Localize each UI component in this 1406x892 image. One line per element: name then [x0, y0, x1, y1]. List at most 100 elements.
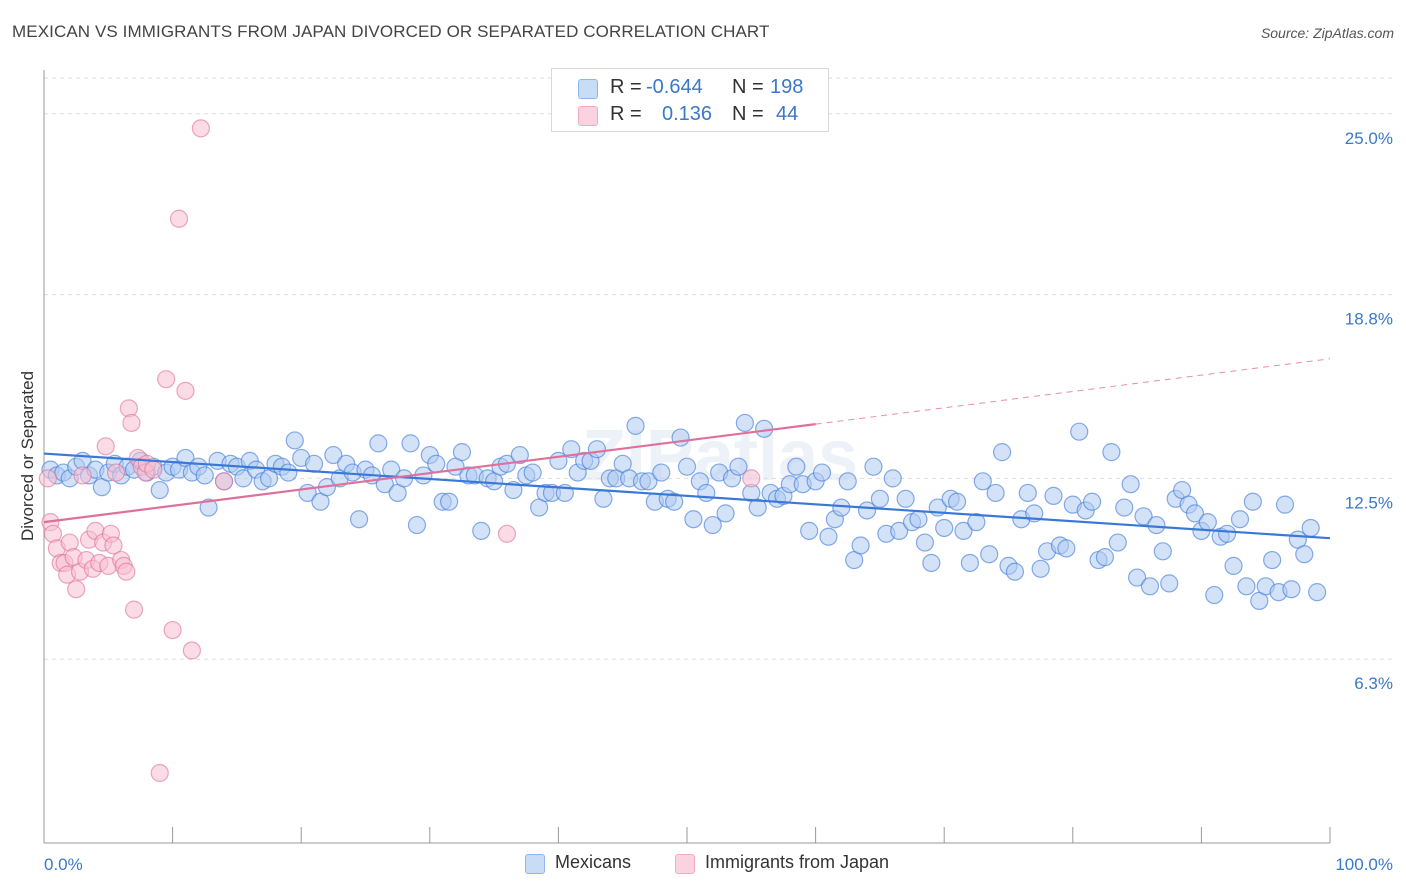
- chart-source: Source: ZipAtlas.com: [1260, 25, 1394, 41]
- point-mexicans: [1121, 475, 1140, 494]
- point-mexicans: [671, 428, 690, 447]
- point-japan: [191, 119, 210, 138]
- point-mexicans: [954, 521, 973, 540]
- point-mexicans: [1185, 504, 1205, 523]
- point-japan: [104, 536, 123, 555]
- legend-n-label: N =: [732, 103, 764, 125]
- point-mexicans: [1018, 483, 1037, 503]
- point-mexicans: [1005, 562, 1025, 581]
- trend-line-japan-extension: [815, 358, 1331, 425]
- point-mexicans: [935, 518, 954, 538]
- point-japan: [176, 381, 195, 400]
- point-mexicans: [838, 472, 857, 491]
- point-mexicans: [234, 469, 253, 488]
- point-mexicans: [523, 463, 542, 482]
- point-mexicans: [909, 510, 928, 529]
- point-mexicans: [1095, 548, 1115, 567]
- point-mexicans: [1308, 583, 1327, 602]
- point-mexicans: [800, 521, 819, 540]
- point-mexicans: [1275, 495, 1295, 514]
- y-axis-label: Divorced or Separated: [18, 371, 37, 541]
- point-japan: [163, 620, 182, 640]
- point-mexicans: [1301, 518, 1320, 538]
- point-mexicans: [1224, 556, 1243, 575]
- point-mexicans: [870, 489, 890, 508]
- point-mexicans: [472, 521, 491, 540]
- point-mexicans: [986, 483, 1005, 503]
- point-mexicans: [594, 489, 613, 508]
- point-mexicans: [407, 515, 427, 535]
- point-japan: [144, 460, 163, 479]
- point-mexicans: [439, 492, 459, 511]
- point-mexicans: [864, 457, 883, 476]
- point-mexicans: [716, 504, 735, 523]
- legend-row-mexicans: R = -0.644 N = 198: [552, 74, 828, 102]
- point-mexicans: [587, 440, 607, 459]
- y-tick-label: 25.0%: [1345, 129, 1393, 148]
- point-mexicans: [452, 443, 472, 462]
- point-japan: [182, 641, 201, 660]
- point-mexicans: [304, 454, 324, 473]
- point-mexicans: [285, 431, 304, 450]
- point-mexicans: [787, 457, 806, 476]
- point-mexicans: [812, 463, 832, 482]
- point-mexicans: [1243, 492, 1262, 511]
- point-mexicans: [832, 498, 851, 517]
- point-mexicans: [427, 454, 446, 473]
- point-mexicans: [677, 457, 697, 476]
- point-mexicans: [639, 472, 658, 491]
- point-mexicans: [1230, 510, 1250, 529]
- point-mexicans: [947, 492, 967, 511]
- legend-row-japan: R = 0.136 N = 44: [552, 101, 828, 129]
- point-mexicans: [1295, 545, 1314, 564]
- point-mexicans: [1044, 486, 1063, 505]
- point-mexicans: [851, 536, 870, 555]
- point-mexicans: [1031, 559, 1050, 578]
- trend-lines: [43, 358, 1331, 540]
- point-mexicans: [1282, 580, 1301, 599]
- point-mexicans: [1218, 524, 1237, 543]
- point-mexicans: [1263, 550, 1282, 570]
- point-mexicans: [980, 545, 999, 564]
- point-mexicans: [735, 413, 754, 433]
- point-japan: [117, 562, 136, 581]
- point-mexicans: [510, 445, 529, 465]
- point-mexicans: [1198, 513, 1217, 532]
- legend-swatch-mexicans: [578, 79, 598, 99]
- point-mexicans: [1147, 515, 1166, 535]
- point-mexicans: [665, 492, 684, 511]
- stats-legend: R = -0.644 N = 198 R = 0.136 N = 44: [551, 68, 829, 132]
- point-japan: [169, 209, 189, 228]
- point-mexicans: [324, 445, 343, 465]
- legend-n-value: 44: [776, 103, 799, 125]
- point-mexicans: [748, 498, 767, 517]
- x-tick-label-max: 100.0%: [1335, 855, 1393, 874]
- grid-lines: [44, 77, 1395, 660]
- point-japan: [497, 524, 517, 543]
- point-japan: [124, 600, 144, 619]
- point-mexicans: [967, 513, 986, 532]
- point-japan: [38, 469, 57, 488]
- y-tick-label: 12.5%: [1345, 493, 1393, 512]
- data-points: [38, 119, 1327, 783]
- point-japan: [73, 466, 92, 485]
- point-mexicans: [349, 510, 369, 529]
- point-mexicans: [1057, 539, 1076, 558]
- point-mexicans: [992, 443, 1012, 462]
- point-mexicans: [1140, 577, 1160, 596]
- series-label-japan: Immigrants from Japan: [705, 852, 890, 872]
- legend-r-label: R =: [610, 76, 642, 98]
- series-swatch-mexicans: [525, 854, 545, 874]
- point-mexicans: [195, 466, 214, 485]
- chart-title: MEXICAN VS IMMIGRANTS FROM JAPAN DIVORCE…: [12, 22, 770, 41]
- point-mexicans: [1153, 542, 1172, 561]
- point-mexicans: [896, 489, 915, 508]
- legend-n-label: N =: [732, 76, 764, 98]
- point-mexicans: [279, 463, 298, 482]
- point-mexicans: [883, 469, 902, 488]
- point-mexicans: [1127, 568, 1147, 587]
- point-mexicans: [1082, 492, 1102, 511]
- point-mexicans: [755, 419, 774, 438]
- point-mexicans: [199, 498, 218, 517]
